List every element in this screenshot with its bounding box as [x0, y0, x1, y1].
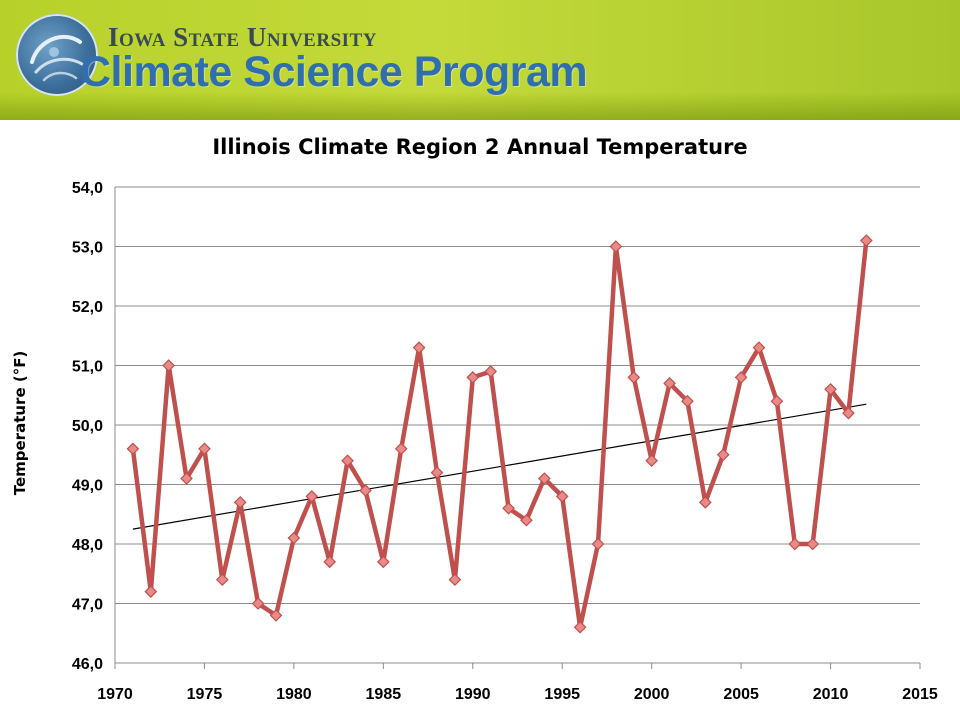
header-banner: Iowa State University Climate Science Pr…: [0, 0, 960, 120]
y-tick-label: 53,0: [72, 240, 103, 257]
data-point: [537, 472, 551, 485]
banner-shade: [0, 92, 960, 120]
data-point: [520, 513, 533, 527]
axes: [114, 187, 921, 669]
logo-swirl-graphic: [30, 34, 84, 82]
trendline: [132, 403, 867, 530]
data-point: [842, 406, 855, 420]
data-point: [502, 501, 515, 515]
x-tick-label: 2005: [723, 686, 759, 703]
x-tick-label: 2010: [813, 686, 849, 703]
data-point: [126, 442, 140, 456]
data-point: [144, 585, 158, 598]
data-point: [591, 537, 605, 551]
y-axis-title: Temperature (°F): [11, 351, 29, 496]
data-point: [215, 573, 229, 587]
data-point: [698, 496, 712, 509]
data-point: [305, 490, 319, 503]
y-tick-label: 49,0: [72, 478, 103, 495]
data-point: [466, 371, 480, 384]
grid-lines: [115, 186, 920, 604]
x-tick-label: 1995: [544, 686, 580, 703]
x-tick-label: 2015: [902, 686, 938, 703]
data-point: [448, 573, 462, 587]
data-point: [412, 341, 426, 354]
data-point: [645, 454, 659, 468]
data-point: [716, 448, 730, 462]
data-point: [663, 377, 676, 390]
data-point: [359, 484, 372, 497]
data-point: [251, 597, 265, 610]
data-point: [394, 442, 408, 456]
data-point: [341, 454, 354, 468]
data-point: [806, 537, 820, 551]
data-point: [859, 234, 873, 247]
x-tick-label: 1980: [276, 686, 312, 703]
data-point: [627, 371, 641, 384]
data-point: [788, 537, 802, 551]
data-point: [269, 609, 283, 622]
series-layer: [126, 234, 873, 634]
data-point: [162, 359, 176, 372]
data-point: [770, 394, 784, 408]
data-point: [287, 531, 301, 545]
x-tick-labels: 1970 1975 1980 1985 1990 1995 2000 2005 2010 2015: [97, 686, 938, 703]
chart-title: Illinois Climate Region 2 Annual Tempera…: [212, 135, 747, 159]
data-point: [180, 472, 193, 485]
data-point: [609, 240, 623, 253]
x-tick-label: 1985: [366, 686, 402, 703]
data-point: [323, 555, 337, 569]
y-tick-label: 50,0: [72, 418, 103, 435]
y-tick-label: 47,0: [72, 597, 103, 614]
university-name: Iowa State University: [108, 22, 377, 52]
y-tick-labels: 46,0 47,0 48,0 49,0 50,0 51,0 52,0 53,0 54,0: [72, 180, 103, 673]
data-point: [376, 555, 390, 569]
series-line: [130, 238, 869, 630]
program-name: Climate Science Program: [80, 48, 588, 96]
data-point: [555, 490, 569, 503]
y-tick-label: 52,0: [72, 299, 103, 316]
y-tick-label: 51,0: [72, 359, 103, 376]
data-point: [752, 341, 766, 354]
data-point: [198, 442, 211, 456]
data-point: [430, 466, 444, 479]
data-point: [824, 382, 837, 396]
y-tick-label: 46,0: [72, 656, 103, 673]
data-point: [484, 365, 498, 378]
data-point: [681, 394, 694, 408]
y-tick-label: 54,0: [72, 180, 103, 197]
trendline-layer: [132, 403, 867, 530]
x-tick-label: 1970: [97, 686, 133, 703]
data-point: [573, 620, 587, 634]
x-tick-label: 1990: [455, 686, 491, 703]
data-point: [233, 496, 247, 509]
y-tick-label: 48,0: [72, 537, 103, 554]
x-tick-label: 1975: [187, 686, 223, 703]
x-tick-label: 2000: [634, 686, 670, 703]
temperature-chart: Illinois Climate Region 2 Annual Tempera…: [11, 135, 938, 703]
data-point: [734, 371, 748, 384]
